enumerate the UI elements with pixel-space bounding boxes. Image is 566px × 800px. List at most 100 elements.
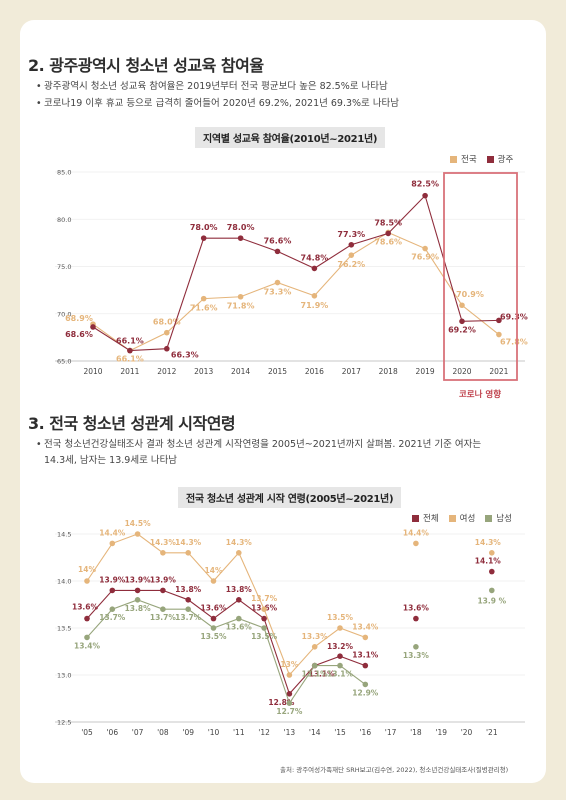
data-label-전체: 13.8% [226, 585, 253, 594]
data-point-광주 [127, 347, 133, 354]
data-point-남성 [413, 644, 419, 650]
data-label-남성: 13.5% [200, 632, 227, 641]
section1-bullet-2: 코로나19 이후 휴교 등으로 급격히 줄어들어 2020년 69.2%, 20… [36, 96, 504, 112]
data-label-전체: 13.8% [175, 585, 202, 594]
y-tick-label: 85.0 [57, 169, 71, 177]
data-label-전체: 13.6% [403, 604, 430, 613]
data-label-남성: 13.7% [150, 613, 177, 622]
legend-swatch-male [485, 514, 493, 522]
data-point-광주 [311, 265, 318, 272]
y-tick-label: 14.0 [57, 578, 71, 586]
series-line-전국 [92, 231, 500, 352]
data-label-광주: 78.0% [190, 223, 218, 232]
data-point-남성 [311, 662, 318, 669]
y-tick-label: 75.0 [57, 263, 71, 271]
chart2-title: 전국 청소년 성관계 시작 연령(2005년~2021년) [178, 487, 402, 508]
data-point-전체 [337, 653, 343, 659]
x-tick-label: 2016 [305, 367, 324, 376]
data-point-여성 [286, 672, 293, 678]
data-label-전국: 70.9% [456, 290, 484, 299]
x-tick-label: '14 [309, 728, 321, 737]
data-label-남성: 12.9% [352, 688, 379, 697]
data-label-여성: 14.3% [226, 538, 253, 547]
data-point-전국 [311, 292, 318, 299]
x-tick-label: 2013 [194, 367, 213, 376]
data-point-남성 [185, 606, 191, 612]
data-point-광주 [422, 192, 428, 199]
covid-annotation: 코로나 영향 [459, 389, 501, 400]
data-label-전국: 68.9% [65, 314, 93, 323]
data-point-광주 [164, 345, 170, 352]
section1-bullet-1: 광주광역시 청소년 성교육 참여율은 2019년부터 전국 평균보다 높은 82… [36, 79, 504, 95]
data-label-남성: 13.1% [302, 670, 329, 679]
data-label-전체: 13.6% [72, 603, 99, 612]
data-point-여성 [160, 550, 166, 556]
data-label-전체: 13.9% [150, 575, 177, 584]
x-tick-label: 2012 [157, 367, 176, 376]
x-tick-label: '18 [410, 728, 422, 737]
x-tick-label: '07 [132, 728, 144, 737]
data-label-남성: 13.6% [226, 623, 253, 632]
x-tick-label: 2018 [379, 367, 398, 376]
data-label-여성: 13.5% [327, 613, 354, 622]
data-point-전체 [362, 662, 369, 669]
x-tick-label: 2021 [489, 367, 508, 376]
legend-label-total: 전체 [423, 514, 439, 524]
data-point-여성 [210, 578, 217, 584]
legend-label-male: 남성 [496, 514, 512, 524]
legend-swatch-gwangju [486, 155, 494, 163]
legend-label-female: 여성 [459, 514, 476, 524]
data-label-남성: 13.7% [99, 613, 126, 622]
x-tick-label: 2020 [452, 367, 471, 376]
x-tick-label: '06 [106, 728, 118, 737]
data-label-전체: 13.6% [200, 604, 227, 613]
data-point-여성 [337, 625, 343, 631]
data-label-여성: 14.5% [125, 519, 152, 528]
data-label-전국: 73.3% [264, 288, 292, 297]
data-label-전국: 68.0% [153, 318, 181, 327]
data-point-여성 [134, 531, 141, 537]
section2-bullet-1: 전국 청소년건강실태조사 결과 청소년 성관계 시작연령을 2005년~2021… [36, 437, 499, 469]
data-point-남성 [236, 615, 242, 622]
chart2-legend: 전체 여성 남성 [412, 512, 512, 524]
data-point-남성 [210, 625, 217, 631]
data-label-광주: 69.2% [448, 325, 476, 334]
data-label-전국: 71.9% [301, 301, 329, 310]
y-tick-label: 12.5 [57, 719, 71, 727]
y-tick-label: 70.0 [57, 310, 71, 318]
data-label-광주: 77.3% [337, 230, 365, 239]
x-tick-label: 2014 [231, 367, 250, 376]
data-point-여성 [261, 606, 267, 612]
data-point-전체 [286, 691, 293, 697]
data-label-남성: 13.8% [125, 604, 152, 613]
data-label-전체: 12.8% [268, 698, 295, 707]
data-point-전국 [200, 295, 207, 302]
data-point-광주 [385, 230, 392, 237]
chart1-title: 지역별 성교육 참여율(2010년~2021년) [195, 127, 386, 148]
data-label-전국: 67.8% [500, 338, 528, 347]
series-line-남성 [86, 599, 366, 705]
data-point-남성 [261, 625, 267, 631]
data-label-여성: 14.3% [475, 538, 502, 547]
data-point-광주 [459, 318, 465, 325]
x-tick-label: '17 [385, 728, 397, 737]
data-point-전체 [185, 597, 191, 603]
data-point-전국 [422, 245, 428, 252]
data-label-여성: 13.3% [302, 632, 329, 641]
data-point-여성 [489, 550, 495, 556]
chart1-svg: 65.0 70.0 75.0 80.0 85.0 2010 2011 2012 2013 2014… [55, 169, 528, 400]
data-point-남성 [160, 606, 166, 612]
data-point-전체 [413, 615, 419, 622]
data-point-전국 [496, 331, 502, 338]
data-point-전국 [164, 329, 170, 336]
x-tick-label: '20 [461, 728, 473, 737]
data-point-여성 [362, 634, 369, 641]
data-point-광주 [348, 241, 355, 248]
data-label-남성: 13.9 % [477, 596, 506, 605]
data-label-전국: 71.8% [227, 302, 255, 311]
data-point-전국 [237, 293, 244, 300]
data-point-전체 [109, 587, 116, 594]
x-tick-label: '12 [258, 728, 270, 737]
data-label-광주: 68.6% [65, 330, 93, 339]
x-tick-label: '05 [81, 728, 93, 737]
